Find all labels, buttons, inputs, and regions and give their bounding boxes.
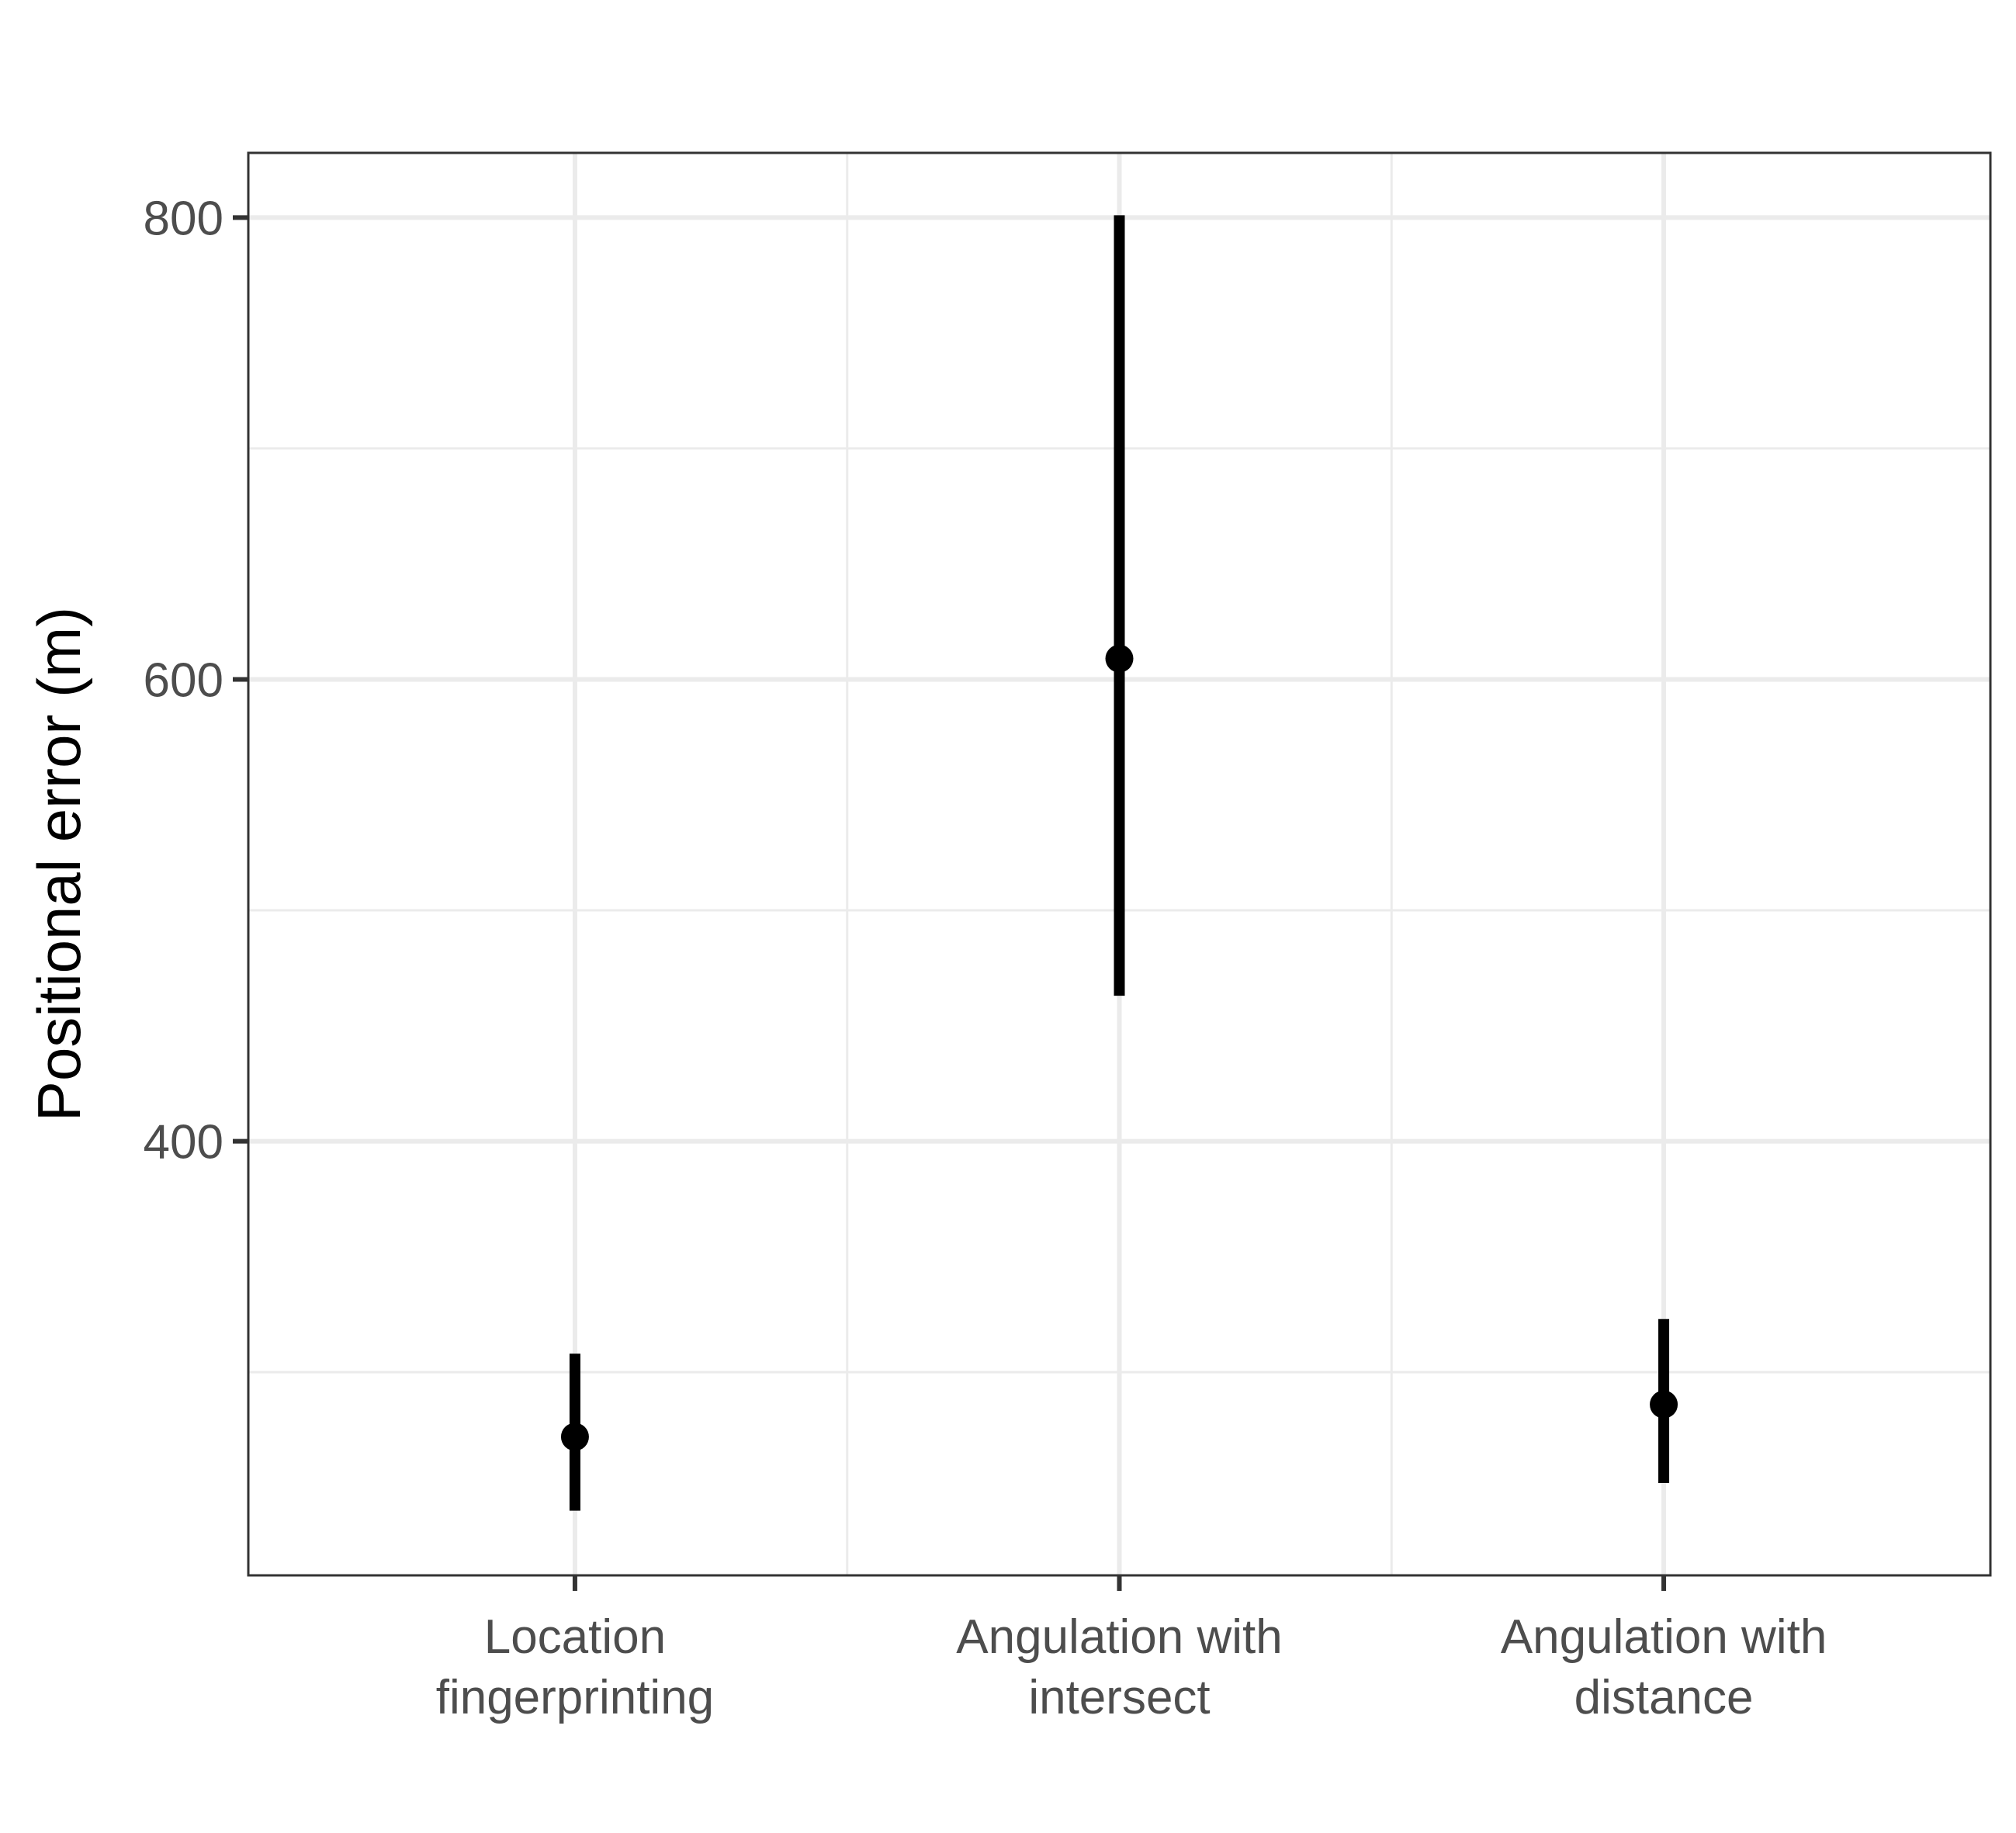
y-axis-title: Positional error (m) (25, 607, 93, 1121)
estimate-point (560, 1422, 589, 1451)
x-tick-label-line: Location (484, 1610, 666, 1664)
axes-layer: 400 600 800 Location fingerprinting Angulatio… (144, 192, 1827, 1724)
estimate-point (1650, 1390, 1678, 1419)
x-tick-label: Location fingerprinting (436, 1610, 714, 1724)
y-tick-label: 600 (144, 653, 223, 707)
x-tick-label-line: distance (1574, 1671, 1754, 1724)
x-tick-label-line: fingerprinting (436, 1671, 714, 1724)
x-tick-label: Angulation with intersect (956, 1610, 1283, 1724)
x-tick-label-line: intersect (1028, 1671, 1210, 1724)
x-tick-label-line: Angulation with (956, 1610, 1283, 1664)
marks-layer (560, 215, 1678, 1511)
y-tick-label: 400 (144, 1116, 223, 1169)
estimate-point (1105, 644, 1134, 673)
x-tick-label-line: Angulation with (1501, 1610, 1827, 1664)
y-tick-label: 800 (144, 192, 223, 245)
x-tick-label: Angulation with distance (1501, 1610, 1827, 1724)
